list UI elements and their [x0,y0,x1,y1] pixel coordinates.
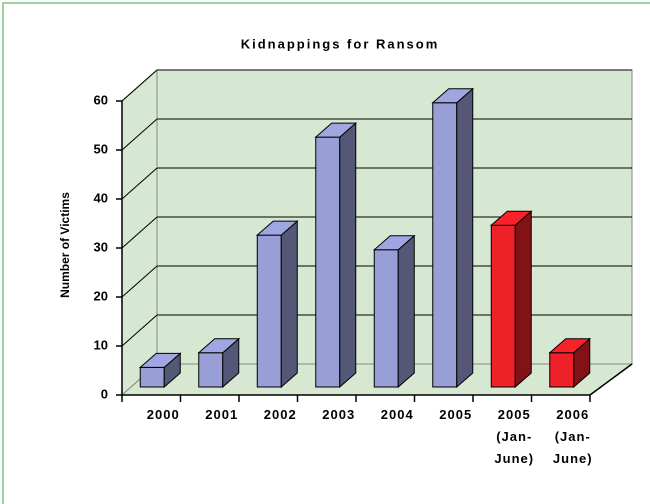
bar-front [315,136,341,388]
bar [197,337,241,389]
x-tick-label: 2002 [263,407,297,422]
x-tick-label: 2005 [439,407,473,422]
y-tick-label: 30 [94,239,108,254]
bar-top [138,352,182,368]
bar [489,210,533,389]
bar-front [373,249,399,388]
bar-top [197,338,241,354]
x-tick-label: 2003 [322,407,356,422]
bar [548,337,592,389]
bar-top [431,88,475,104]
bar-side [339,121,357,389]
grid-line [121,167,158,200]
bar-front [549,352,575,388]
grid-line [121,314,158,347]
bar-front [198,352,224,388]
y-tick-label: 0 [101,386,108,401]
x-tick-label: 2001 [205,407,239,422]
y-axis-label: Number of Victims [58,192,72,298]
grid-line [121,216,158,249]
bar [431,87,475,389]
bar-side [397,234,415,389]
x-tick-label: 2000 [146,407,180,422]
x-tick-label: 2005 (Jan- June) [494,407,535,466]
y-tick-label: 50 [94,141,108,156]
bar-top [548,338,592,354]
grid-line [121,118,158,151]
bar-front [139,366,165,388]
bar-top [255,220,299,236]
grid-line [121,69,158,102]
bar-top [372,235,416,251]
bar-side [456,87,474,389]
chart-title: Kidnappings for Ransom [241,36,440,51]
bar [314,121,358,389]
x-tick-label: 2006 (Jan- June) [552,407,593,466]
bar-side [280,219,298,389]
bar [372,234,416,389]
bar [255,219,299,389]
x-tick-label: 2004 [380,407,414,422]
grid-line [121,265,158,298]
y-tick-label: 40 [94,190,108,205]
y-tick-label: 60 [94,92,108,107]
bar-side [514,210,532,389]
bar-front [490,224,516,388]
x-axis-depth [589,363,633,396]
bar [138,352,182,389]
bar-top [314,122,358,138]
bar-top [489,210,533,226]
bar-front [432,102,458,388]
bar-front [256,234,282,388]
y-tick-label: 10 [94,337,108,352]
y-tick-label: 20 [94,288,108,303]
